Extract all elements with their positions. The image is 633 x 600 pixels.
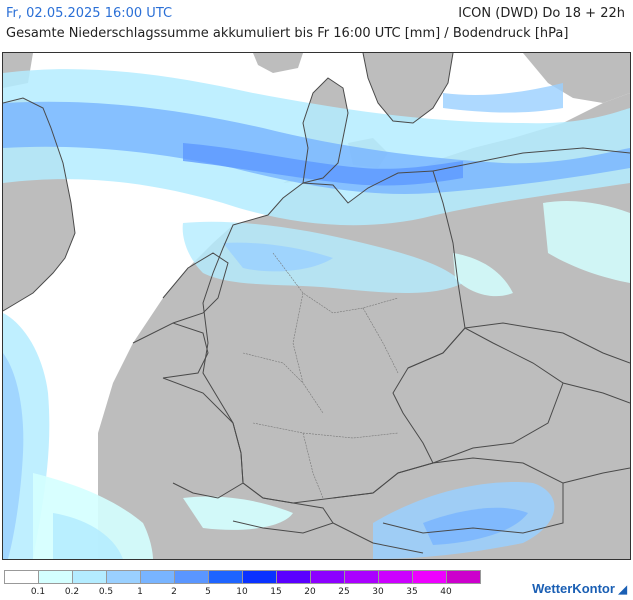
precipitation-map: [2, 52, 631, 560]
legend-swatch: [106, 570, 141, 584]
legend-swatch: [378, 570, 413, 584]
map-canvas: [3, 53, 630, 559]
legend-swatch: [446, 570, 481, 584]
legend-swatch: [72, 570, 107, 584]
precipitation-overlay: [3, 69, 630, 559]
legend-label: 35: [406, 587, 418, 597]
legend-swatch: [412, 570, 447, 584]
valid-time: Fr, 02.05.2025 16:00 UTC: [6, 6, 173, 21]
legend-label: 5: [205, 587, 211, 597]
country-borders: [3, 53, 630, 554]
legend-label: 10: [236, 587, 248, 597]
legend-swatch: [140, 570, 175, 584]
legend-label: 25: [338, 587, 350, 597]
logo-text: WetterKontor: [532, 581, 615, 596]
legend-label: 20: [304, 587, 316, 597]
legend-label: 1: [137, 587, 143, 597]
legend-swatch: [344, 570, 379, 584]
model-run: ICON (DWD) Do 18 + 22h: [458, 6, 625, 21]
legend-label: 30: [372, 587, 384, 597]
land-masses: [3, 53, 630, 559]
legend-label: 0.2: [64, 587, 80, 597]
map-subtitle: Gesamte Niederschlagssumme akkumuliert b…: [6, 26, 569, 41]
logo-mark-icon: ◢: [618, 584, 627, 596]
legend-swatch: [174, 570, 209, 584]
legend-label: 0.1: [30, 587, 46, 597]
legend-swatch: [4, 570, 39, 584]
legend-label: 15: [270, 587, 282, 597]
legend-label: 2: [171, 587, 177, 597]
legend-label: 40: [440, 587, 452, 597]
legend-swatch: [310, 570, 345, 584]
legend-swatch: [38, 570, 73, 584]
legend-labels: 0.1 0.2 0.5 1 2 5 10 15 20 25 30 35 40: [4, 587, 504, 599]
precipitation-legend: [4, 570, 481, 584]
legend-swatch: [276, 570, 311, 584]
legend-swatch: [208, 570, 243, 584]
wetterkontor-logo: WetterKontor ◢: [532, 581, 627, 596]
legend-swatch: [242, 570, 277, 584]
state-borders: [242, 252, 399, 499]
legend-label: 0.5: [98, 587, 114, 597]
